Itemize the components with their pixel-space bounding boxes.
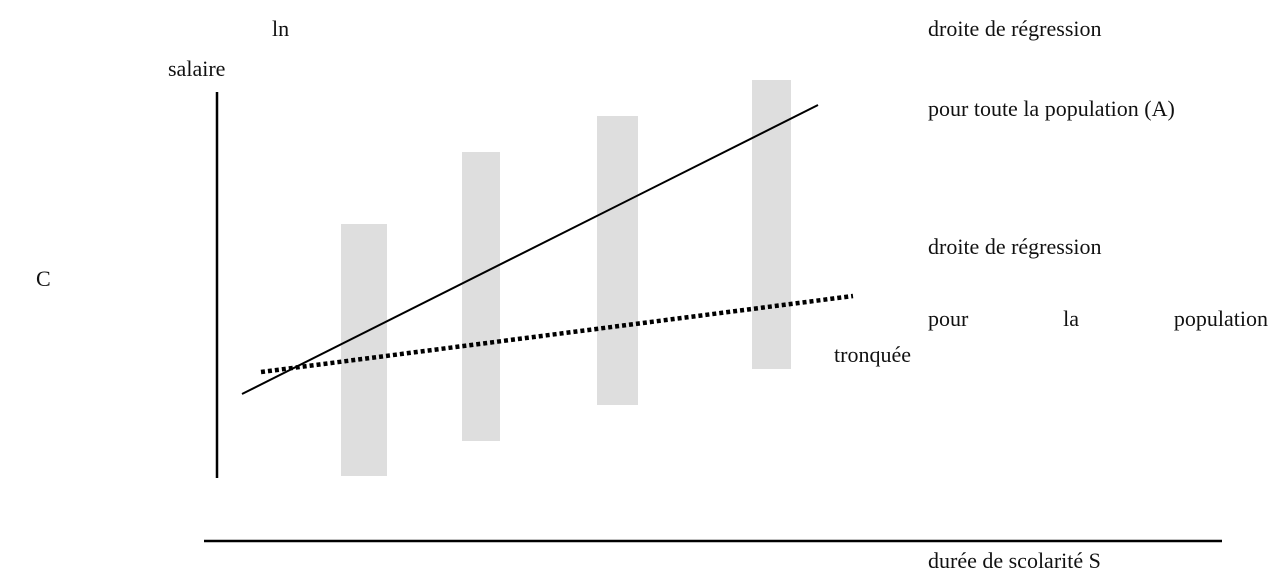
line-b-label-line3: tronquée: [834, 342, 911, 367]
x-axis-label: durée de scolarité S: [928, 548, 1101, 573]
line-b-label-line2: pour la population: [928, 306, 1268, 332]
line-b-label-line1: droite de régression: [928, 234, 1102, 259]
range-bar-1: [341, 224, 387, 476]
range-bar-3: [597, 116, 638, 405]
line-b-word-population: population: [1173, 306, 1268, 331]
y-axis-label-salaire: salaire: [168, 56, 226, 81]
y-axis-label-ln: ln: [272, 16, 290, 41]
range-bar-4: [752, 80, 791, 369]
regression-line-full-population: [241, 104, 819, 395]
side-letter-c: C: [36, 266, 51, 291]
line-a-label-line1: droite de régression: [928, 16, 1102, 41]
line-b-word-pour: pour: [928, 306, 969, 331]
range-bar-2: [462, 152, 500, 441]
regression-line-truncated-population: [260, 293, 854, 375]
line-b-word-la: la: [1063, 306, 1080, 331]
line-a-label-line2: pour toute la population (A): [928, 96, 1175, 121]
